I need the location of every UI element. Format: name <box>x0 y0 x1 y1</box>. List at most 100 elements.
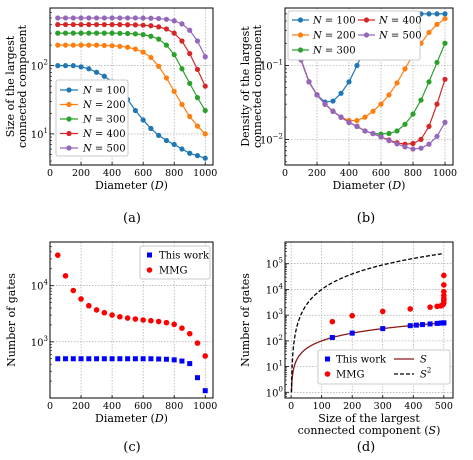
data-point <box>171 18 177 24</box>
data-point <box>418 136 424 142</box>
legend-label: N = 200 <box>312 31 356 42</box>
panel-a: 0 200 400 600 800 1000 101 102 Diameter (D) Size … <box>4 7 217 192</box>
data-point <box>194 153 201 159</box>
data-point <box>426 79 432 85</box>
x-tick-label: 600 <box>134 168 152 179</box>
point-this-work <box>117 356 123 362</box>
x-tick-label: 200 <box>72 168 90 179</box>
data-point <box>434 21 440 27</box>
data-point <box>78 21 84 28</box>
legend-marker <box>363 32 370 38</box>
point-this-work <box>109 356 115 362</box>
data-point <box>163 26 170 32</box>
data-point <box>314 92 320 98</box>
x-tick-label: 600 <box>134 401 152 412</box>
data-point <box>55 21 61 28</box>
legend-label: N = 500 <box>378 31 422 42</box>
x-tick-label: 0 <box>288 401 294 412</box>
data-point <box>402 144 408 150</box>
data-point <box>55 15 61 21</box>
data-point <box>171 88 177 94</box>
data-point <box>156 15 162 22</box>
data-point <box>117 21 123 28</box>
data-point <box>378 134 384 140</box>
data-point <box>140 32 146 38</box>
data-point <box>338 90 344 96</box>
data-point <box>86 21 92 28</box>
y-tick-label: 105 <box>266 257 283 271</box>
data-point <box>394 80 400 86</box>
legend: N = 100 N = 200 N = 300 N = 400 N = 500 <box>287 10 422 61</box>
y-tick-label: 10−1 <box>260 58 283 72</box>
point-this-work <box>86 356 92 362</box>
point-mmg <box>441 292 447 299</box>
plot-area <box>54 252 209 394</box>
data-point <box>163 75 170 81</box>
point-mmg <box>163 319 170 326</box>
x-axis-label: Diameter (D) <box>95 179 168 192</box>
legend-label: MMG <box>336 370 364 381</box>
caption-c: (c) <box>123 440 141 455</box>
data-point <box>109 43 115 49</box>
y-tick-label: 100 <box>266 385 283 399</box>
x-tick-label: 400 <box>103 168 121 179</box>
panel-c: 0 200 400 600 800 1000 103 104 Diameter (D) Numbe… <box>5 241 217 425</box>
y-tick-label: 103 <box>31 335 48 349</box>
data-point <box>394 128 400 134</box>
data-point <box>62 42 69 48</box>
data-point <box>62 30 69 36</box>
data-point <box>101 21 107 28</box>
x-tick-label: 600 <box>372 168 390 179</box>
x-axis-label: Diameter (D) <box>333 179 406 192</box>
point-this-work <box>140 356 146 362</box>
y-axis-label: Number of gates <box>5 273 18 367</box>
point-this-work <box>434 320 440 326</box>
data-point <box>117 43 123 49</box>
data-point <box>426 123 432 129</box>
data-point <box>101 42 107 49</box>
y-tick-label: 102 <box>266 334 283 348</box>
data-point <box>442 16 448 22</box>
point-mmg <box>54 252 61 258</box>
x-tick-label: 0 <box>282 168 288 179</box>
point-this-work <box>194 375 200 381</box>
point-this-work <box>156 356 162 362</box>
data-point <box>354 123 360 129</box>
legend-marker <box>146 267 153 273</box>
data-point <box>132 107 138 114</box>
data-point <box>330 98 336 104</box>
data-point <box>62 21 69 28</box>
data-point <box>434 133 440 139</box>
legend-marker <box>363 17 370 23</box>
point-this-work <box>163 356 169 362</box>
data-point <box>93 30 100 36</box>
data-point <box>418 97 424 103</box>
data-point <box>306 79 312 85</box>
data-point <box>386 92 392 98</box>
point-this-work <box>94 356 100 362</box>
legend-marker <box>66 116 72 122</box>
point-this-work <box>78 356 84 362</box>
y-tick-label: 104 <box>266 282 284 296</box>
point-this-work <box>148 356 154 362</box>
y-tick-label: 102 <box>31 59 48 73</box>
legend-label: N = 400 <box>82 129 126 140</box>
data-point <box>362 114 368 120</box>
data-point <box>171 52 177 58</box>
x-tick-label: 1000 <box>193 168 217 179</box>
point-this-work <box>329 335 335 341</box>
data-point <box>156 63 162 69</box>
point-mmg <box>407 306 414 312</box>
data-point <box>117 15 123 21</box>
data-point <box>78 15 84 21</box>
data-point <box>70 42 76 48</box>
data-point <box>442 11 448 17</box>
data-point <box>426 141 432 147</box>
data-point <box>194 123 201 129</box>
x-tick-label: 1000 <box>433 168 457 179</box>
data-point <box>55 42 61 48</box>
data-point <box>434 101 440 107</box>
data-point <box>370 130 376 137</box>
data-point <box>322 101 328 107</box>
